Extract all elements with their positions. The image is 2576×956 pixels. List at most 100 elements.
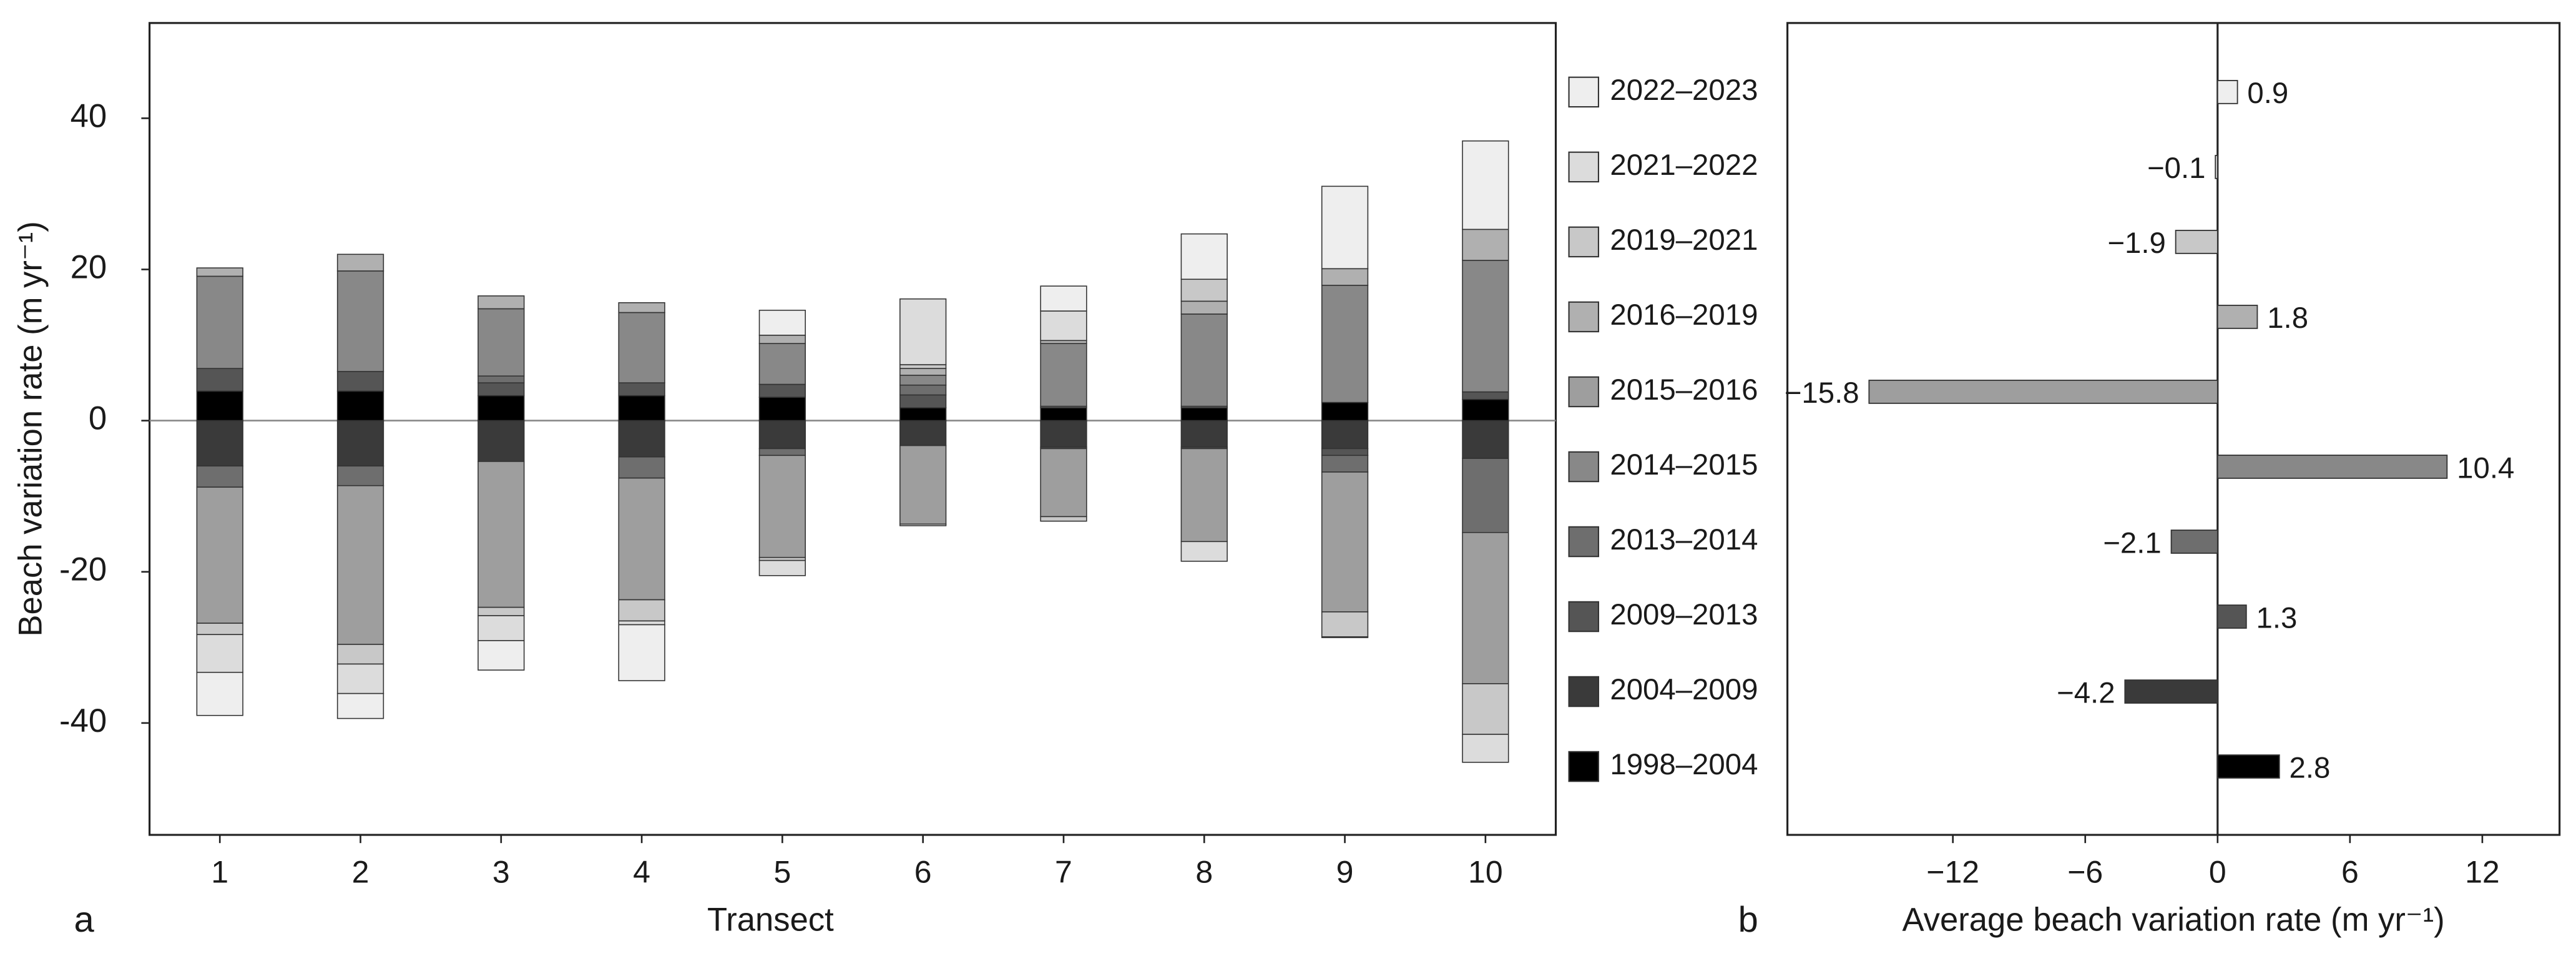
bar-segment bbox=[336, 390, 384, 421]
legend-swatch bbox=[1568, 676, 1599, 707]
bar-segment bbox=[1462, 458, 1509, 533]
bar-segment bbox=[758, 397, 806, 421]
legend-label: 2022–2023 bbox=[1610, 74, 1758, 107]
y-tick-label: 0 bbox=[89, 400, 107, 437]
bar-segment bbox=[477, 295, 525, 310]
bar-segment bbox=[1321, 402, 1369, 421]
bar-segment bbox=[1321, 448, 1369, 456]
bar-segment bbox=[618, 312, 665, 383]
bar-segment bbox=[1321, 471, 1369, 613]
bar-segment bbox=[618, 599, 665, 622]
legend-label: 2021–2022 bbox=[1610, 149, 1758, 182]
bar-segment bbox=[336, 663, 384, 694]
bar-segment bbox=[618, 624, 665, 681]
bar-segment bbox=[1321, 268, 1369, 286]
legend-swatch bbox=[1568, 226, 1599, 258]
bar-segment bbox=[1462, 391, 1509, 400]
bar-segment bbox=[336, 485, 384, 645]
y-tick-label: 40 bbox=[71, 97, 107, 134]
bar-segment bbox=[196, 634, 243, 673]
bar-segment bbox=[477, 420, 525, 462]
bar-segment bbox=[196, 420, 243, 467]
bar-segment bbox=[1040, 420, 1087, 448]
bar-segment bbox=[899, 375, 947, 386]
bar-segment bbox=[1180, 448, 1228, 543]
x-tick-label: 10 bbox=[1468, 854, 1503, 889]
bar-segment bbox=[196, 465, 243, 488]
value-label: 0.9 bbox=[2247, 77, 2288, 110]
bar-segment bbox=[1180, 313, 1228, 407]
bar-segment bbox=[618, 395, 665, 421]
bar bbox=[1868, 380, 2218, 404]
bar-segment bbox=[1462, 229, 1509, 261]
bar-segment bbox=[1321, 185, 1369, 270]
y-tick-label: -40 bbox=[59, 702, 107, 739]
bar-segment bbox=[899, 364, 947, 369]
y-tick-label: -20 bbox=[59, 551, 107, 588]
bar bbox=[2216, 80, 2238, 104]
bar-segment bbox=[477, 461, 525, 608]
bar-segment bbox=[1462, 531, 1509, 684]
y-tick-label: 20 bbox=[71, 249, 107, 285]
x-tick-label: 9 bbox=[1336, 854, 1354, 889]
x-tick-label: 6 bbox=[2341, 854, 2359, 889]
bar-segment bbox=[899, 523, 947, 526]
bar-segment bbox=[1321, 455, 1369, 473]
bar bbox=[2170, 530, 2218, 554]
bar-segment bbox=[618, 456, 665, 479]
bar-segment bbox=[618, 620, 665, 626]
legend-label: 1998–2004 bbox=[1610, 748, 1758, 781]
x-tick-label: −6 bbox=[2067, 854, 2103, 889]
bar-segment bbox=[336, 692, 384, 719]
x-axis-title: Average beach variation rate (m yr⁻¹) bbox=[1903, 901, 2445, 938]
legend-label: 2019–2021 bbox=[1610, 224, 1758, 257]
bar-segment bbox=[477, 375, 525, 383]
bar-segment bbox=[1180, 233, 1228, 280]
bar-segment bbox=[758, 383, 806, 398]
legend-swatch bbox=[1568, 76, 1599, 108]
panel-label: b bbox=[1738, 900, 1758, 940]
bar-segment bbox=[1040, 285, 1087, 312]
bar-segment bbox=[618, 302, 665, 313]
bar-segment bbox=[196, 368, 243, 392]
bar-segment bbox=[1040, 310, 1087, 342]
bar-segment bbox=[196, 275, 243, 369]
bar-segment bbox=[336, 371, 384, 392]
legend-label: 2009–2013 bbox=[1610, 598, 1758, 631]
value-label: −4.2 bbox=[2057, 676, 2115, 709]
bar-segment bbox=[336, 644, 384, 665]
plot-frame-a bbox=[148, 22, 1557, 836]
bar-segment bbox=[1180, 278, 1228, 302]
bar-segment bbox=[1040, 448, 1087, 518]
x-axis-title: Transect bbox=[707, 901, 834, 938]
bar-segment bbox=[196, 267, 243, 277]
bar-segment bbox=[899, 298, 947, 365]
bar-segment bbox=[1321, 285, 1369, 403]
x-tick-label: 2 bbox=[352, 854, 370, 889]
legend-label: 2014–2015 bbox=[1610, 448, 1758, 481]
bar-segment bbox=[1462, 420, 1509, 459]
bar-segment bbox=[758, 455, 806, 558]
bar-segment bbox=[758, 343, 806, 385]
bar-segment bbox=[477, 308, 525, 377]
bar-segment bbox=[1180, 420, 1228, 448]
bar-segment bbox=[1462, 260, 1509, 393]
bar bbox=[2215, 155, 2218, 179]
bar-segment bbox=[899, 445, 947, 525]
bar bbox=[2216, 604, 2247, 629]
value-label: −0.1 bbox=[2147, 152, 2206, 185]
legend-label: 2004–2009 bbox=[1610, 673, 1758, 706]
bar-segment bbox=[1462, 683, 1509, 735]
bar-segment bbox=[1180, 407, 1228, 421]
bar-segment bbox=[618, 420, 665, 458]
bar-segment bbox=[758, 448, 806, 456]
bar bbox=[2216, 305, 2258, 329]
bar-segment bbox=[899, 394, 947, 408]
bar-segment bbox=[336, 270, 384, 372]
bar-segment bbox=[758, 559, 806, 576]
bar-segment bbox=[618, 477, 665, 601]
x-tick-label: 12 bbox=[2465, 854, 2500, 889]
bar-segment bbox=[1040, 343, 1087, 407]
